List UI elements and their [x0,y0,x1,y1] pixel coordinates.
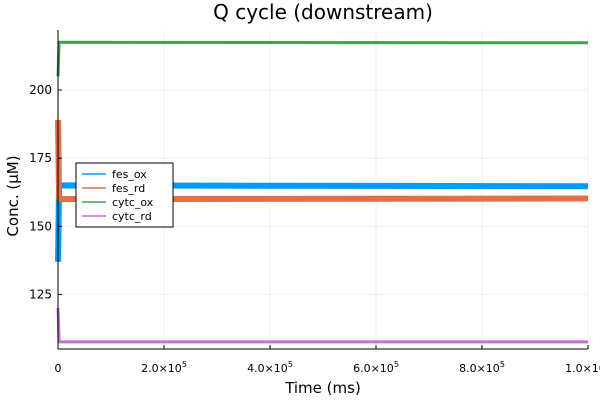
y-tick-label-3: 200 [29,83,52,97]
y-tick-label-1: 150 [29,219,52,233]
chart-title: Q cycle (downstream) [213,0,433,24]
axes [57,30,589,350]
legend-label-cytc_ox: cytc_ox [112,196,154,209]
y-tick-label-0: 125 [29,287,52,301]
x-tick-label-3: 6.0×105 [353,360,399,375]
y-tick-label-2: 175 [29,151,52,165]
x-tick-label-1: 2.0×105 [141,360,187,375]
y-axis-label: Conc. (μM) [4,155,22,236]
x-tick-label-2: 4.0×105 [247,360,293,375]
x-tick-label-4: 8.0×105 [459,360,505,375]
legend-label-cytc_rd: cytc_rd [112,210,152,223]
x-tick-label-0: 0 [55,362,62,375]
x-axis-label: Time (ms) [284,379,361,397]
x-tick-labels: 0 2.0×105 4.0×105 6.0×105 8.0×105 1.0×106 [55,360,600,375]
y-tick-labels: 125 150 175 200 [29,83,52,301]
legend-label-fes_ox: fes_ox [112,168,147,181]
legend-label-fes_rd: fes_rd [112,182,145,195]
x-tick-label-5: 1.0×106 [565,360,600,375]
